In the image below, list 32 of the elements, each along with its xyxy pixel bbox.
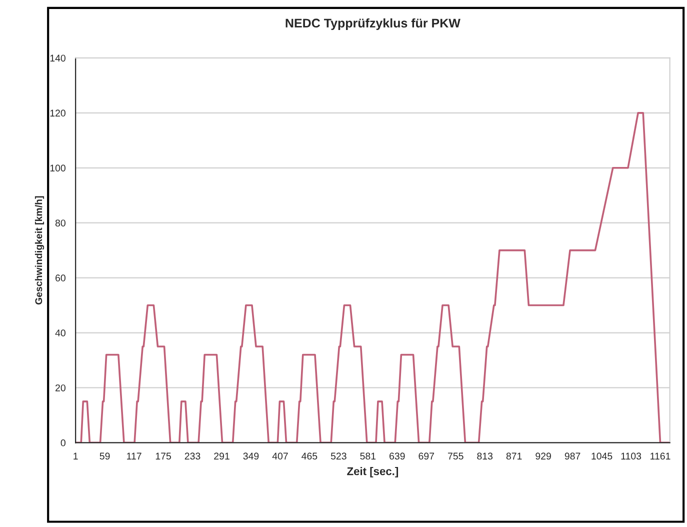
x-tick-label: 639: [390, 452, 405, 460]
y-tick-label: 120: [50, 110, 66, 117]
x-tick-label: 1161: [650, 452, 670, 460]
x-tick-label: 465: [302, 452, 318, 460]
y-axis-title: Geschwindigkeit [km/h]: [34, 196, 44, 304]
x-tick-label: 407: [272, 452, 288, 460]
x-tick-label: 233: [184, 452, 200, 460]
x-tick-label: 987: [564, 452, 580, 460]
x-tick-label: 59: [100, 452, 110, 460]
x-axis-title: Zeit [sec.]: [347, 467, 398, 478]
y-tick-label: 60: [56, 274, 66, 282]
x-tick-label: 755: [448, 452, 464, 460]
x-tick-label: 175: [156, 452, 171, 460]
x-tick-label: 871: [506, 452, 522, 460]
x-tick-label: 813: [477, 452, 493, 460]
x-tick-label: 929: [536, 452, 551, 460]
x-tick-label: 581: [360, 452, 376, 460]
chart-title: NEDC Typprüfzyklus für PKW: [286, 18, 460, 30]
y-tick-label: 140: [50, 54, 66, 62]
x-tick-label: 349: [243, 452, 259, 460]
y-tick-label: 0: [60, 439, 66, 446]
x-tick-label: 1103: [621, 452, 642, 460]
x-tick-label: 1: [74, 452, 78, 460]
x-tick-label: 697: [418, 452, 434, 460]
x-tick-label: 1045: [592, 452, 612, 460]
y-tick-label: 20: [56, 384, 66, 392]
x-tick-label: 291: [214, 452, 230, 460]
y-tick-label: 100: [50, 164, 66, 172]
x-tick-label: 523: [330, 452, 346, 460]
x-tick-label: 117: [127, 452, 142, 460]
y-tick-label: 40: [55, 329, 66, 336]
y-tick-label: 80: [55, 220, 66, 226]
